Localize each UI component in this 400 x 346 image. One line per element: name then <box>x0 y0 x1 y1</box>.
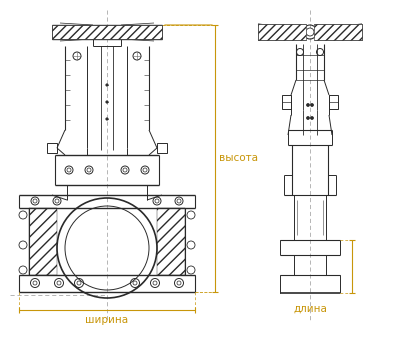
Circle shape <box>310 103 314 107</box>
Circle shape <box>306 103 310 107</box>
Bar <box>29 208 57 275</box>
Circle shape <box>33 281 37 285</box>
Circle shape <box>306 117 310 119</box>
Bar <box>314 24 362 40</box>
Circle shape <box>55 199 59 203</box>
Bar <box>258 24 306 40</box>
Circle shape <box>67 168 71 172</box>
Text: высота: высота <box>218 153 258 163</box>
Bar <box>282 95 291 109</box>
Circle shape <box>310 117 314 119</box>
Circle shape <box>106 84 108 86</box>
Circle shape <box>153 281 157 285</box>
Circle shape <box>143 168 147 172</box>
Circle shape <box>106 118 108 120</box>
Text: ширина: ширина <box>86 315 128 325</box>
Bar <box>157 143 167 153</box>
Circle shape <box>106 101 108 103</box>
Circle shape <box>306 28 314 36</box>
Circle shape <box>133 281 137 285</box>
Circle shape <box>177 199 181 203</box>
Bar <box>47 143 57 153</box>
Circle shape <box>155 199 159 203</box>
Circle shape <box>177 281 181 285</box>
Bar <box>52 25 162 39</box>
Bar <box>157 208 185 275</box>
Text: длина: длина <box>293 304 327 314</box>
Circle shape <box>57 281 61 285</box>
Bar <box>329 95 338 109</box>
Circle shape <box>33 199 37 203</box>
Circle shape <box>87 168 91 172</box>
Circle shape <box>77 281 81 285</box>
Circle shape <box>123 168 127 172</box>
